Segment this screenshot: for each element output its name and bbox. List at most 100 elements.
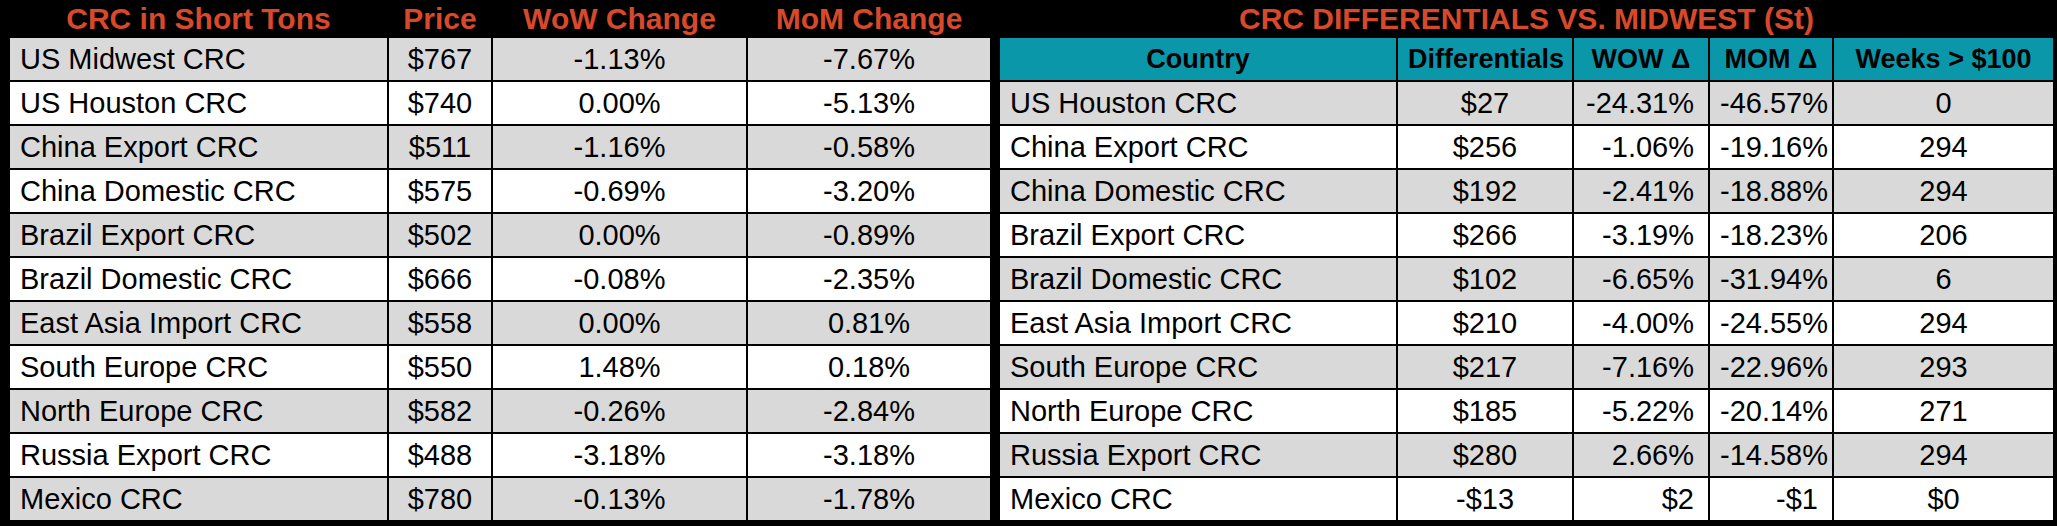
wow-change-cell: -1.13%: [492, 37, 747, 81]
table-row: North Europe CRC$582-0.26%-2.84%: [9, 389, 991, 433]
differential-cell: $192: [1397, 169, 1573, 213]
weeks-over-100-column-header: Weeks > $100: [1833, 37, 2054, 81]
mom-delta-column-header: MOM Δ: [1709, 37, 1833, 81]
left-table-header-row: CRC in Short Tons Price WoW Change MoM C…: [9, 1, 991, 37]
price-cell: $767: [388, 37, 492, 81]
wow-delta-cell: -24.31%: [1573, 81, 1709, 125]
mom-change-cell: -0.89%: [747, 213, 991, 257]
price-cell: $550: [388, 345, 492, 389]
weeks-cell: 294: [1833, 169, 2054, 213]
country-cell: North Europe CRC: [999, 389, 1397, 433]
weeks-cell: 294: [1833, 125, 2054, 169]
differential-cell: $217: [1397, 345, 1573, 389]
mom-delta-cell: -$1: [1709, 477, 1833, 521]
table-row: South Europe CRC$5501.48%0.18%: [9, 345, 991, 389]
price-cell: $582: [388, 389, 492, 433]
country-cell: East Asia Import CRC: [999, 301, 1397, 345]
product-name-cell: US Houston CRC: [9, 81, 388, 125]
right-table-title-band: CRC DIFFERENTIALS VS. MIDWEST (St): [999, 1, 2054, 37]
product-name-cell: East Asia Import CRC: [9, 301, 388, 345]
price-cell: $488: [388, 433, 492, 477]
wow-change-cell: 0.00%: [492, 213, 747, 257]
weeks-cell: 6: [1833, 257, 2054, 301]
product-name-cell: South Europe CRC: [9, 345, 388, 389]
mom-delta-cell: -18.23%: [1709, 213, 1833, 257]
mom-delta-cell: -31.94%: [1709, 257, 1833, 301]
differentials-column-header: Differentials: [1397, 37, 1573, 81]
differential-cell: $102: [1397, 257, 1573, 301]
mom-delta-cell: -46.57%: [1709, 81, 1833, 125]
wow-delta-cell: -1.06%: [1573, 125, 1709, 169]
mom-change-cell: 0.81%: [747, 301, 991, 345]
table-row: Brazil Export CRC$5020.00%-0.89%: [9, 213, 991, 257]
price-column-header: Price: [388, 1, 492, 37]
weeks-cell: 293: [1833, 345, 2054, 389]
country-cell: Mexico CRC: [999, 477, 1397, 521]
weeks-cell: 206: [1833, 213, 2054, 257]
country-cell: China Export CRC: [999, 125, 1397, 169]
mom-change-cell: -3.18%: [747, 433, 991, 477]
country-cell: Brazil Domestic CRC: [999, 257, 1397, 301]
table-row: China Export CRC$511-1.16%-0.58%: [9, 125, 991, 169]
weeks-cell: 294: [1833, 301, 2054, 345]
product-name-cell: Russia Export CRC: [9, 433, 388, 477]
mom-delta-cell: -18.88%: [1709, 169, 1833, 213]
mom-change-cell: -3.20%: [747, 169, 991, 213]
product-name-cell: Mexico CRC: [9, 477, 388, 521]
product-name-cell: China Export CRC: [9, 125, 388, 169]
crc-differentials-table: CRC DIFFERENTIALS VS. MIDWEST (St) Count…: [998, 0, 2055, 522]
mom-change-cell: -1.78%: [747, 477, 991, 521]
wow-delta-cell: -5.22%: [1573, 389, 1709, 433]
table-row: East Asia Import CRC$210-4.00%-24.55%294: [999, 301, 2054, 345]
mom-delta-cell: -20.14%: [1709, 389, 1833, 433]
wow-delta-cell: -6.65%: [1573, 257, 1709, 301]
right-table-title: CRC DIFFERENTIALS VS. MIDWEST (St): [999, 1, 2054, 37]
table-row: East Asia Import CRC$5580.00%0.81%: [9, 301, 991, 345]
wow-delta-column-header: WOW Δ: [1573, 37, 1709, 81]
wow-change-cell: 1.48%: [492, 345, 747, 389]
mom-change-cell: -2.84%: [747, 389, 991, 433]
price-cell: $740: [388, 81, 492, 125]
wow-delta-cell: -2.41%: [1573, 169, 1709, 213]
wow-delta-cell: -3.19%: [1573, 213, 1709, 257]
price-cell: $666: [388, 257, 492, 301]
mom-change-cell: -2.35%: [747, 257, 991, 301]
price-cell: $511: [388, 125, 492, 169]
weeks-cell: 271: [1833, 389, 2054, 433]
price-cell: $502: [388, 213, 492, 257]
country-cell: China Domestic CRC: [999, 169, 1397, 213]
table-row: North Europe CRC$185-5.22%-20.14%271: [999, 389, 2054, 433]
table-row: China Domestic CRC$575-0.69%-3.20%: [9, 169, 991, 213]
mom-change-cell: 0.18%: [747, 345, 991, 389]
differential-cell: $266: [1397, 213, 1573, 257]
differential-cell: $27: [1397, 81, 1573, 125]
table-row: Russia Export CRC$488-3.18%-3.18%: [9, 433, 991, 477]
left-table-title: CRC in Short Tons: [9, 1, 388, 37]
product-name-cell: US Midwest CRC: [9, 37, 388, 81]
country-cell: Brazil Export CRC: [999, 213, 1397, 257]
product-name-cell: Brazil Export CRC: [9, 213, 388, 257]
country-cell: South Europe CRC: [999, 345, 1397, 389]
differential-cell: $256: [1397, 125, 1573, 169]
wow-delta-cell: -7.16%: [1573, 345, 1709, 389]
weeks-cell: 294: [1833, 433, 2054, 477]
mom-delta-cell: -22.96%: [1709, 345, 1833, 389]
table-row: Brazil Export CRC$266-3.19%-18.23%206: [999, 213, 2054, 257]
wow-change-column-header: WoW Change: [492, 1, 747, 37]
product-name-cell: North Europe CRC: [9, 389, 388, 433]
wow-change-cell: -0.26%: [492, 389, 747, 433]
price-cell: $558: [388, 301, 492, 345]
differential-cell: $210: [1397, 301, 1573, 345]
mom-change-column-header: MoM Change: [747, 1, 991, 37]
weeks-cell: $0: [1833, 477, 2054, 521]
table-row: China Domestic CRC$192-2.41%-18.88%294: [999, 169, 2054, 213]
table-row: US Midwest CRC$767-1.13%-7.67%: [9, 37, 991, 81]
right-table-header-row: Country Differentials WOW Δ MOM Δ Weeks …: [999, 37, 2054, 81]
table-row: Brazil Domestic CRC$102-6.65%-31.94%6: [999, 257, 2054, 301]
crc-prices-table: CRC in Short Tons Price WoW Change MoM C…: [8, 0, 992, 522]
country-column-header: Country: [999, 37, 1397, 81]
table-row: Brazil Domestic CRC$666-0.08%-2.35%: [9, 257, 991, 301]
table-row: Mexico CRC-$13$2-$1$0: [999, 477, 2054, 521]
table-row: US Houston CRC$27-24.31%-46.57%0: [999, 81, 2054, 125]
country-cell: Russia Export CRC: [999, 433, 1397, 477]
